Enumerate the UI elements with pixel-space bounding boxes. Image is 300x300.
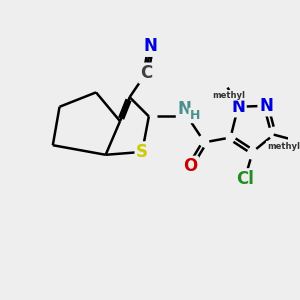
Text: O: O [183,157,197,175]
Text: N: N [231,98,245,116]
Text: H: H [190,109,200,122]
Text: N: N [177,100,191,118]
Text: C: C [140,64,152,82]
Text: methyl: methyl [212,91,245,100]
Text: S: S [136,143,148,161]
Text: methyl: methyl [267,142,300,151]
Text: Cl: Cl [236,170,254,188]
Text: N: N [259,97,273,115]
Text: N: N [144,37,158,55]
